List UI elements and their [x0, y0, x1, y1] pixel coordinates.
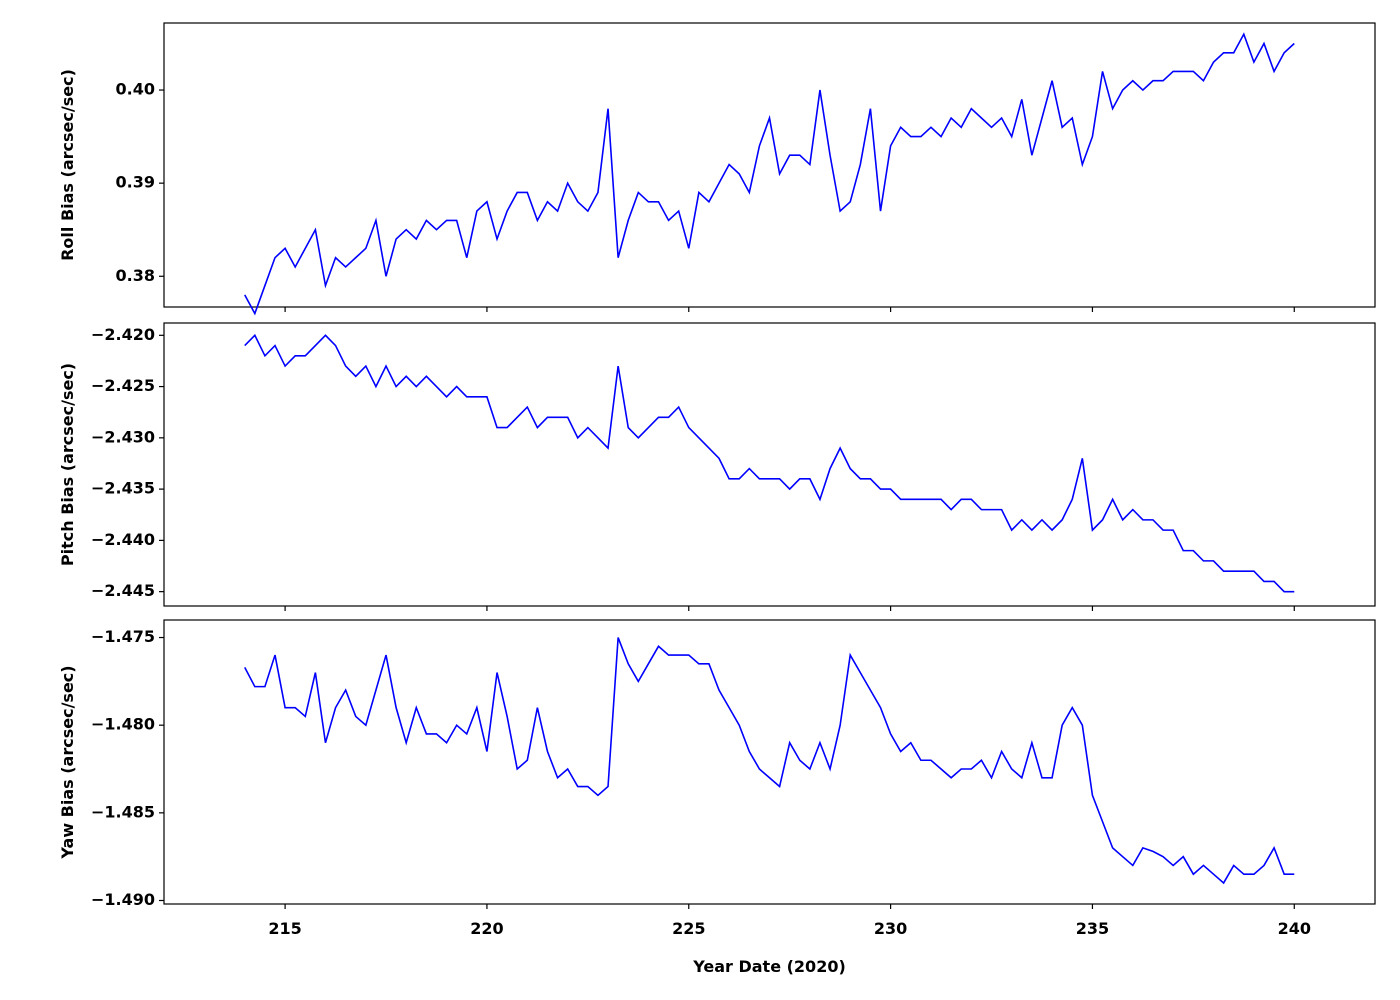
y-tick-label: −2.420 [91, 325, 155, 344]
data-line [244, 637, 1295, 885]
y-tick-label: −1.490 [91, 890, 155, 909]
data-line [244, 333, 1295, 593]
y-tick-label: −2.445 [91, 581, 155, 600]
x-tick-label: 235 [1076, 919, 1109, 938]
y-tick-label: −1.480 [91, 715, 155, 734]
x-tick-label: 220 [470, 919, 503, 938]
x-tick-label: 225 [672, 919, 705, 938]
x-tick-label: 240 [1278, 919, 1311, 938]
y-axis-label: Yaw Bias (arcsec/sec) [58, 665, 77, 859]
plot-frame [163, 322, 1376, 607]
y-tick-label: 0.40 [116, 80, 155, 99]
y-tick-label: −1.475 [91, 627, 155, 646]
data-line [244, 32, 1295, 316]
y-axis-label: Pitch Bias (arcsec/sec) [58, 363, 77, 566]
y-tick-label: −2.430 [91, 427, 155, 446]
y-tick-label: 0.39 [116, 173, 155, 192]
y-tick-label: 0.38 [116, 266, 155, 285]
y-tick-label: −2.435 [91, 479, 155, 498]
y-axis-label: Roll Bias (arcsec/sec) [58, 69, 77, 261]
y-tick-label: −2.440 [91, 530, 155, 549]
x-tick-label: 230 [874, 919, 907, 938]
plot-frame [163, 619, 1376, 905]
y-tick-label: −1.485 [91, 802, 155, 821]
x-tick-label: 215 [268, 919, 301, 938]
y-tick-label: −2.425 [91, 376, 155, 395]
x-axis-label: Year Date (2020) [692, 957, 846, 976]
plot-frame [163, 22, 1376, 308]
